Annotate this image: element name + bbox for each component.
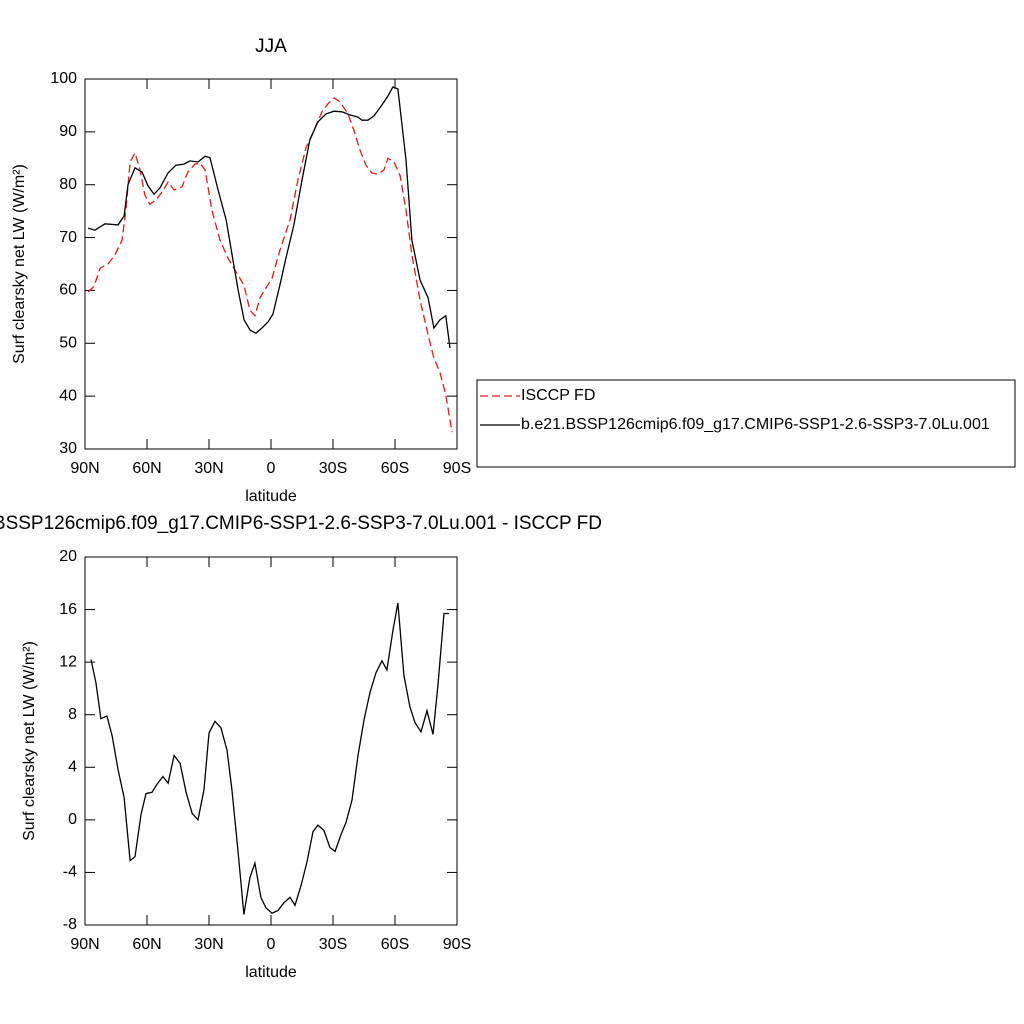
- x-tick-label: 60N: [132, 460, 161, 477]
- data-line: [87, 86, 451, 349]
- x-tick-label: 60S: [381, 460, 409, 477]
- x-tick-label: 90N: [70, 460, 99, 477]
- legend-label: ISCCP FD: [521, 387, 595, 404]
- x-tick-label: 90S: [443, 936, 471, 953]
- y-tick-label: 50: [59, 335, 77, 352]
- y-tick-label: 60: [59, 282, 77, 299]
- y-tick-label: 8: [68, 706, 77, 723]
- y-tick-label: 0: [68, 811, 77, 828]
- y-tick-label: 12: [59, 653, 77, 670]
- y-tick-label: 16: [59, 601, 77, 618]
- y-tick-label: 40: [59, 387, 77, 404]
- y-axis-label: Surf clearsky net LW (W/m²): [11, 164, 28, 364]
- x-tick-label: 30S: [319, 460, 347, 477]
- x-axis-label: latitude: [245, 964, 297, 981]
- x-tick-label: 0: [267, 936, 276, 953]
- y-tick-label: 30: [59, 440, 77, 457]
- y-tick-label: -8: [63, 916, 77, 933]
- y-tick-label: 4: [68, 759, 77, 776]
- x-tick-label: 30N: [194, 936, 223, 953]
- plot-frame: [84, 556, 458, 926]
- legend-box: [476, 379, 1016, 468]
- plot-frame: [84, 78, 458, 450]
- x-tick-label: 90S: [443, 460, 471, 477]
- y-tick-label: 70: [59, 229, 77, 246]
- x-tick-label: 0: [267, 460, 276, 477]
- x-axis-label: latitude: [245, 488, 297, 505]
- chart-title: b.e21.BSSP126cmip6.f09_g17.CMIP6-SSP1-2.…: [0, 513, 602, 534]
- x-tick-label: 30N: [194, 460, 223, 477]
- chart-title: JJA: [255, 36, 287, 57]
- y-tick-label: -4: [63, 864, 77, 881]
- data-line: [90, 602, 449, 915]
- x-tick-label: 60N: [132, 936, 161, 953]
- data-line: [87, 97, 453, 433]
- y-tick-label: 90: [59, 123, 77, 140]
- y-axis-label: Surf clearsky net LW (W/m²): [21, 641, 38, 841]
- y-tick-label: 100: [50, 70, 77, 87]
- y-tick-label: 80: [59, 176, 77, 193]
- x-tick-label: 90N: [70, 936, 99, 953]
- legend-label: b.e21.BSSP126cmip6.f09_g17.CMIP6-SSP1-2.…: [521, 416, 990, 433]
- y-tick-label: 20: [59, 548, 77, 565]
- x-tick-label: 60S: [381, 936, 409, 953]
- x-tick-label: 30S: [319, 936, 347, 953]
